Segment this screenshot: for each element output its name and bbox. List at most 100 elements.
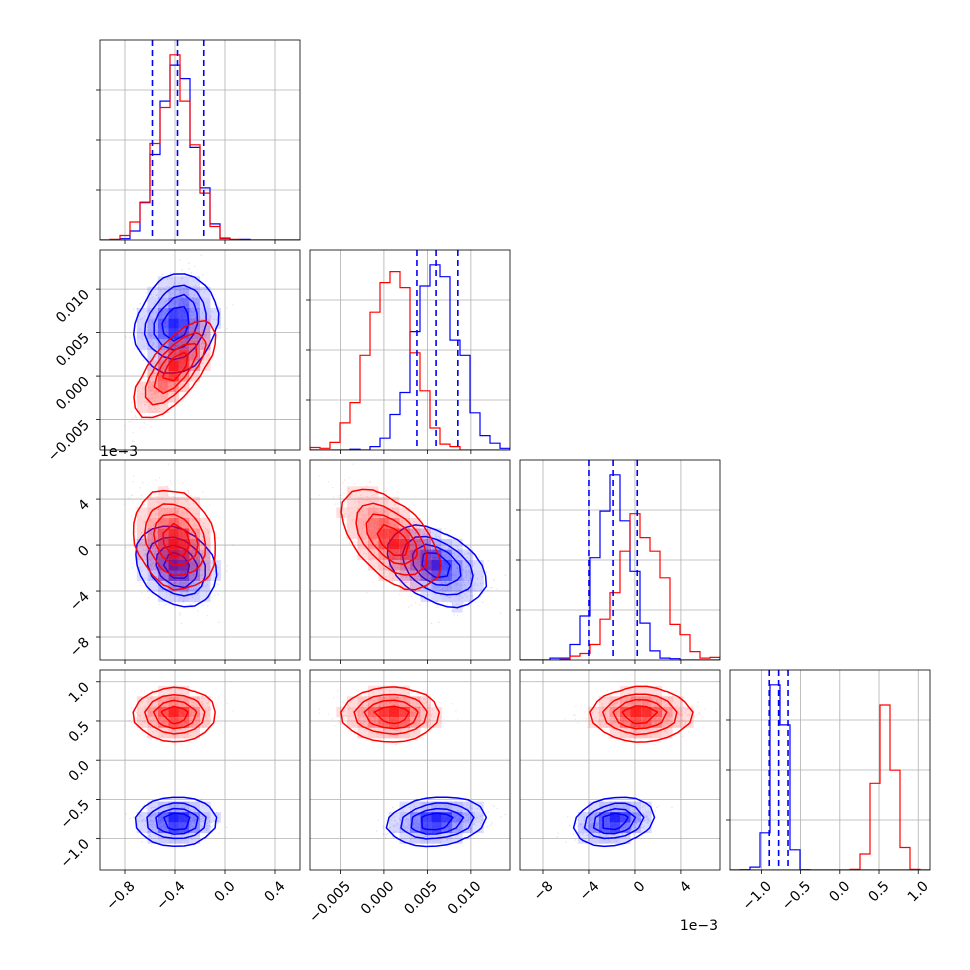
density-cell — [189, 371, 200, 382]
density-cell — [189, 517, 200, 529]
density-cell — [441, 833, 453, 844]
density-cell — [147, 560, 158, 571]
density-cell — [683, 706, 694, 718]
density-cell — [431, 538, 442, 550]
density-cell — [577, 822, 589, 834]
density-cell — [609, 812, 620, 823]
contour-line — [589, 685, 694, 743]
density-cell — [178, 318, 190, 329]
density-cell — [157, 486, 169, 497]
density-cell — [462, 591, 474, 603]
density-cell — [178, 812, 190, 823]
density-cell — [420, 801, 431, 813]
density-cell — [346, 696, 358, 707]
contour-line — [365, 513, 418, 566]
density-cell — [357, 727, 368, 739]
density-cell — [367, 706, 379, 718]
density-cell — [620, 833, 631, 844]
density-cell — [620, 696, 631, 707]
density-cell — [452, 549, 463, 560]
density-cell — [178, 822, 190, 834]
panel-frame — [519, 669, 721, 871]
density-cell — [157, 328, 169, 340]
density-cell — [178, 528, 190, 539]
density-cell — [157, 297, 169, 308]
density-cell — [157, 318, 169, 329]
density-cell — [420, 549, 431, 560]
density-cell — [200, 528, 211, 539]
scatter-series — [125, 254, 228, 385]
density-cell — [410, 727, 421, 739]
density-cell — [609, 696, 620, 707]
density-cell — [378, 538, 389, 550]
density-cell — [136, 717, 148, 728]
density-cell — [473, 560, 484, 571]
contour-line — [340, 686, 441, 743]
density-cell — [462, 570, 474, 581]
density-cell — [452, 801, 463, 813]
density-cell — [641, 812, 652, 823]
density-cell — [168, 581, 179, 592]
density-cell — [136, 822, 148, 834]
density-cell — [147, 392, 158, 403]
density-cell — [367, 528, 379, 539]
density-cell — [178, 570, 190, 581]
panel-frame — [309, 459, 511, 661]
density-cell — [189, 570, 200, 581]
density-cell — [367, 685, 379, 697]
density-cell — [157, 560, 169, 571]
density-cell — [399, 560, 410, 571]
density-cell — [210, 570, 221, 581]
x-tick-label: 0.0 — [212, 878, 239, 905]
density-cell — [136, 339, 148, 350]
density-cell — [189, 581, 200, 592]
density-cell — [431, 549, 442, 560]
density-cell — [399, 528, 410, 539]
x-offset-label: 1e−3 — [680, 918, 718, 934]
density-cell — [399, 812, 410, 823]
density-cell — [168, 538, 179, 550]
y-tick-label: 0 — [75, 543, 93, 561]
density-cell — [136, 392, 148, 403]
density-cell — [189, 706, 200, 718]
contour-line — [152, 699, 198, 730]
density-cell — [147, 801, 158, 813]
y-tick-label: −0.5 — [57, 797, 92, 832]
y-tick-label: −1.0 — [57, 836, 92, 871]
density-cell — [147, 581, 158, 592]
density-cell — [357, 717, 368, 728]
density-cell — [399, 507, 410, 518]
density-cell — [210, 318, 221, 329]
density-cell — [189, 318, 200, 329]
scatter-panel — [309, 669, 511, 871]
density-cell — [388, 706, 400, 718]
contour-line — [385, 796, 488, 848]
density-cell — [410, 549, 421, 560]
density-cell — [200, 328, 211, 340]
contour-line — [133, 320, 217, 419]
density-cell — [168, 591, 179, 603]
density-cell — [168, 549, 179, 560]
density-cell — [431, 528, 442, 539]
x-tick-label: 0.5 — [866, 878, 893, 905]
density-cell — [178, 570, 190, 581]
density-cell — [399, 833, 410, 844]
density-cell — [683, 717, 694, 728]
density-cell — [378, 507, 389, 518]
density-cell — [189, 276, 200, 287]
density-cell — [378, 517, 389, 529]
density-cell — [200, 517, 211, 529]
density-cell — [367, 727, 379, 739]
density-cell — [168, 581, 179, 592]
density-cell — [452, 822, 463, 834]
contour-line — [161, 306, 190, 342]
density-cell — [378, 528, 389, 539]
density-cell — [157, 496, 169, 508]
density-cell — [200, 328, 211, 340]
density-cell — [168, 812, 179, 823]
density-cell — [147, 381, 158, 393]
density-cell — [399, 570, 410, 581]
density-cell — [410, 528, 421, 539]
density-cell — [357, 706, 368, 718]
density-cell — [178, 286, 190, 298]
